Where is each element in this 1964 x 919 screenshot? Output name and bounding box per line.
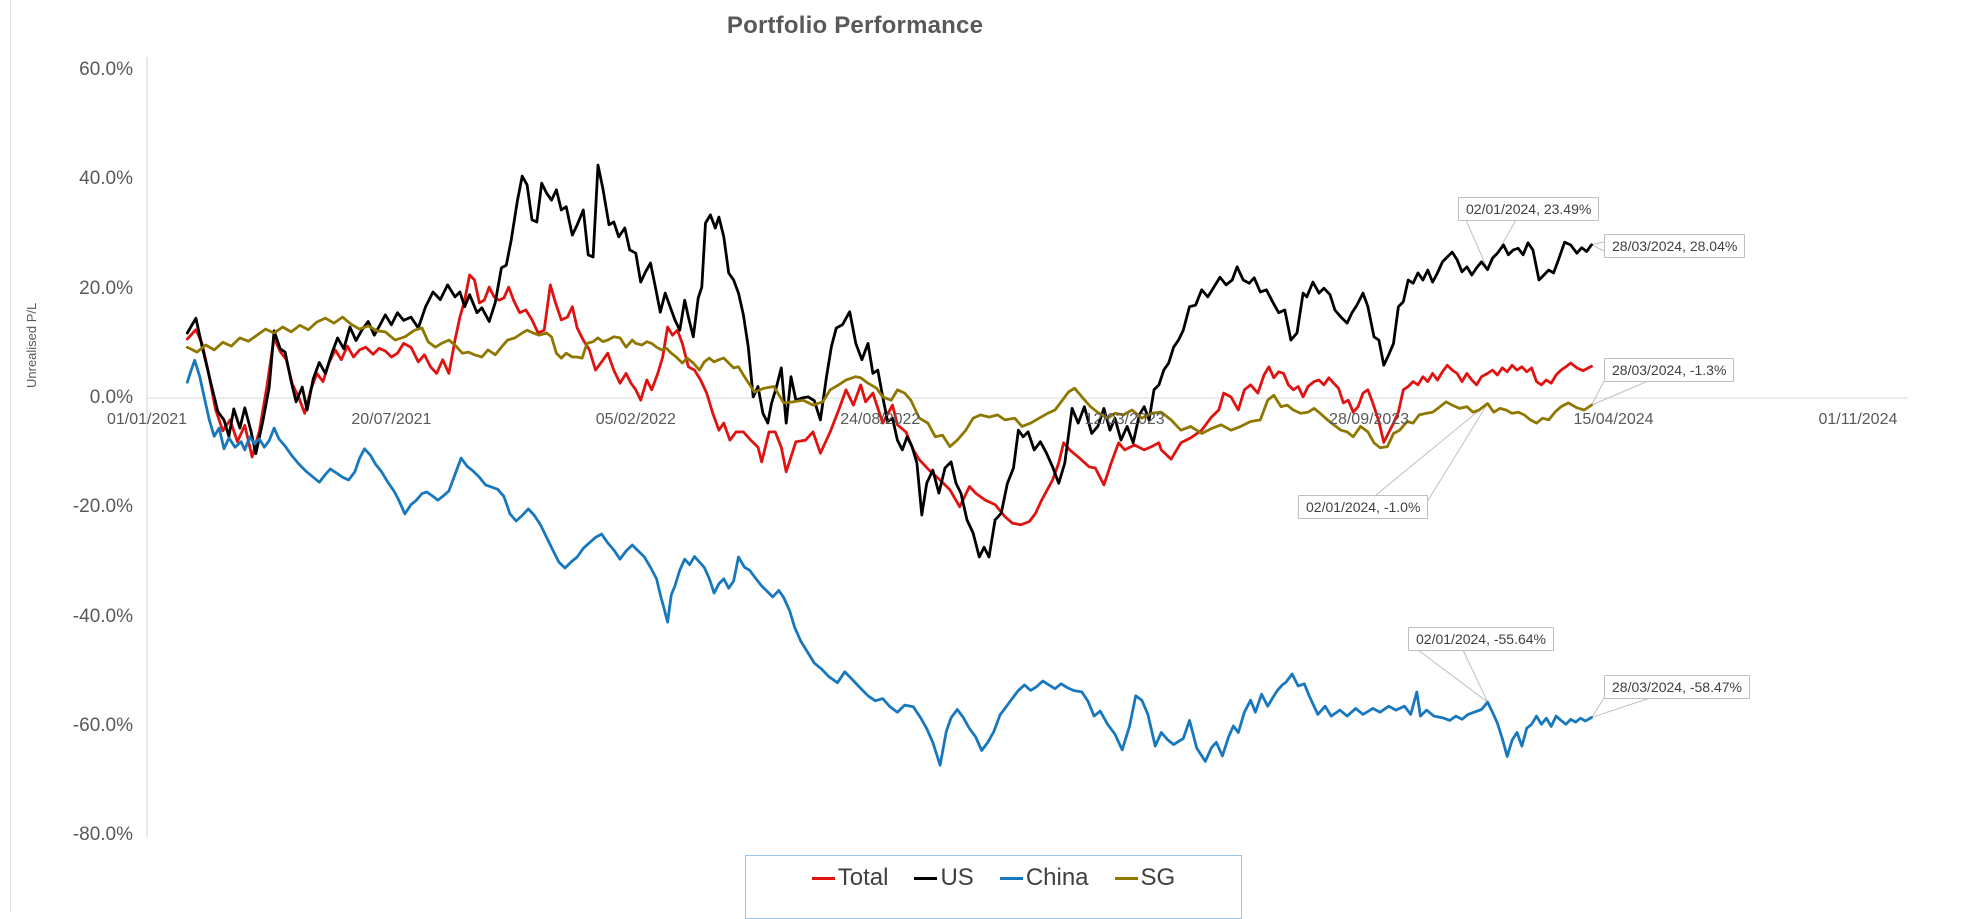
callout-leader-line [1591,244,1605,252]
legend-dash-icon [811,876,835,880]
x-tick-label: 24/08/2022 [840,411,921,428]
callout-leader-line [1465,219,1489,270]
callout-leader-line [1417,649,1488,703]
data-callout: 28/03/2024, 28.04% [1604,234,1746,258]
x-tick-label: 15/04/2024 [1573,411,1654,428]
data-callout: 02/01/2024, -1.0% [1298,495,1429,519]
legend-item-total[interactable]: Total [811,864,889,892]
x-tick-label: 12/03/2023 [1084,411,1165,428]
legend-dash-icon [999,876,1023,880]
y-tick-label: -60.0% [72,714,133,736]
x-tick-label: 01/01/2021 [106,411,188,428]
legend-label: Total [837,864,889,891]
x-tick-label: 05/02/2022 [595,411,676,428]
callout-leader-line [1462,649,1489,703]
y-tick-label: 40.0% [79,168,133,190]
y-tick-label: -40.0% [72,605,133,627]
callout-leader-line [1591,380,1649,406]
legend-item-china[interactable]: China [999,864,1089,892]
legend-label: US [940,864,974,891]
left-edge-divider [10,0,11,912]
callout-leader-line [1591,241,1605,246]
callout-leader-line [1591,697,1651,719]
callout-leader-line [1375,403,1488,496]
series-line-china [185,358,1593,767]
legend-item-us[interactable]: US [914,864,974,892]
callout-leader-line [1591,380,1605,406]
series-line-sg [185,315,1593,450]
legend-label: SG [1140,864,1176,891]
callout-leader-line [1423,403,1489,508]
y-tick-label: -20.0% [72,496,133,518]
callout-leader-line [1591,697,1605,718]
series-line-total [185,273,1593,527]
y-tick-label: 20.0% [79,277,133,299]
legend-dash-icon [914,876,938,880]
chart-legend[interactable]: Total US China SG [745,855,1242,919]
x-tick-label: 28/09/2023 [1329,411,1410,428]
chart-title: Portfolio Performance [726,12,984,39]
data-callout: 28/03/2024, -58.47% [1604,675,1750,699]
legend-label: China [1025,864,1089,891]
x-tick-label: 01/11/2024 [1818,411,1898,428]
series-line-us [185,163,1593,559]
x-tick-label: 20/07/2021 [351,411,432,428]
data-callout: 28/03/2024, -1.3% [1604,358,1735,382]
legend-dash-icon [1114,876,1138,880]
data-callout: 02/01/2024, 23.49% [1458,197,1600,221]
y-tick-label: 0.0% [89,387,133,408]
y-tick-label: -80.0% [72,824,133,846]
y-tick-label: 60.0% [79,59,133,81]
legend-item-sg[interactable]: SG [1114,864,1176,892]
data-callout: 02/01/2024, -55.64% [1408,627,1554,651]
